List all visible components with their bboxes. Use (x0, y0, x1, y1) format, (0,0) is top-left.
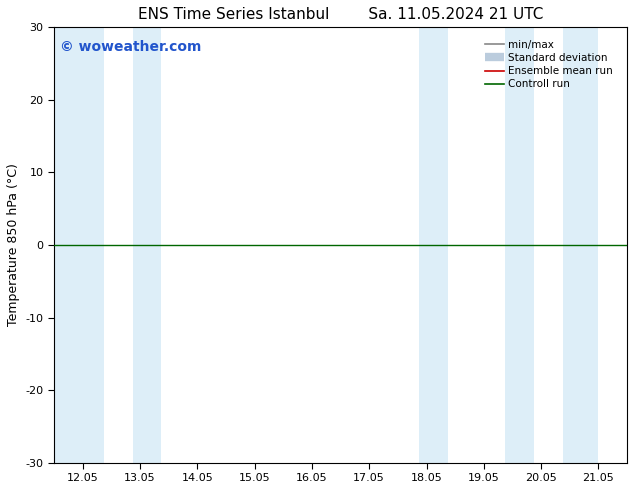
Text: © woweather.com: © woweather.com (60, 40, 201, 54)
Bar (54, 27, 104, 463)
Legend: min/max, Standard deviation, Ensemble mean run, Controll run: min/max, Standard deviation, Ensemble me… (482, 37, 616, 93)
Bar (505, 27, 534, 463)
Bar (133, 27, 162, 463)
Bar (562, 27, 598, 463)
Title: ENS Time Series Istanbul        Sa. 11.05.2024 21 UTC: ENS Time Series Istanbul Sa. 11.05.2024 … (138, 7, 543, 22)
Y-axis label: Temperature 850 hPa (°C): Temperature 850 hPa (°C) (7, 164, 20, 326)
Bar (419, 27, 448, 463)
